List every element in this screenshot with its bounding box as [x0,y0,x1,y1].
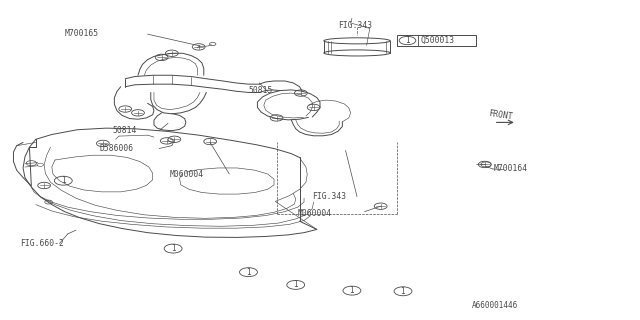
Text: 1: 1 [171,244,175,253]
Text: FIG.343: FIG.343 [338,21,372,30]
Text: FRONT: FRONT [488,108,513,121]
Text: 50815: 50815 [248,86,273,95]
Text: A660001446: A660001446 [472,301,518,310]
Text: M700164: M700164 [493,164,528,173]
Text: 1: 1 [61,176,66,185]
Text: 1: 1 [246,268,251,277]
Text: M700165: M700165 [65,29,99,38]
Text: FIG.343: FIG.343 [312,191,346,201]
Text: 1: 1 [405,36,410,45]
Text: 1: 1 [349,286,355,295]
Bar [397,35,476,46]
Text: M060004: M060004 [298,209,332,218]
Text: 1: 1 [401,287,405,296]
Text: Q500013: Q500013 [421,36,455,45]
Text: 1: 1 [293,280,298,289]
Text: M060004: M060004 [170,170,204,179]
Text: FIG.660-2: FIG.660-2 [20,239,64,248]
Text: D586006: D586006 [100,144,134,153]
Text: 50814: 50814 [113,126,137,135]
